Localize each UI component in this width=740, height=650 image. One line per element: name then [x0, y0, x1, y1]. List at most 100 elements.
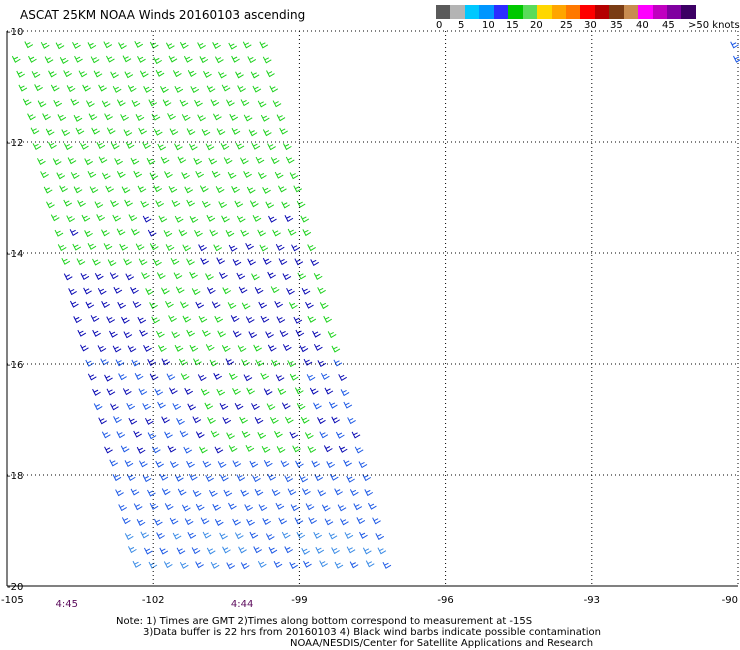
latitude-labels: -10 -12 -14 -16 -18 -20 [7, 27, 23, 593]
wind-barb [161, 287, 170, 295]
wind-barb [18, 84, 28, 92]
wind-barb [365, 560, 375, 568]
wind-barb [73, 114, 83, 122]
wind-barb [245, 316, 255, 324]
wind-barb [124, 71, 134, 79]
wind-barb [96, 142, 106, 149]
wind-barb [55, 42, 65, 50]
colorbar-swatch [623, 5, 639, 19]
wind-barb [238, 546, 247, 554]
wind-barb [106, 55, 115, 63]
wind-barb [299, 345, 309, 353]
wind-barb [317, 489, 327, 497]
wind-barb [156, 272, 166, 280]
wind-barb [42, 113, 51, 121]
wind-barb [228, 373, 238, 380]
wind-barb [76, 258, 86, 266]
wind-barb [147, 432, 157, 440]
wind-barb [45, 128, 55, 136]
wind-barb [213, 113, 222, 121]
wind-barb [115, 489, 124, 497]
wind-barb [323, 445, 333, 453]
wind-barb [281, 402, 291, 410]
latitude-label: -18 [7, 471, 23, 482]
wind-barb [188, 473, 198, 481]
wind-barb [127, 345, 137, 353]
wind-barb [109, 330, 118, 338]
wind-barb [137, 316, 147, 324]
wind-barb [112, 85, 122, 93]
wind-barb [167, 445, 177, 453]
wind-barb [309, 387, 319, 395]
wind-barb [186, 128, 196, 136]
wind-barb [83, 287, 92, 295]
wind-barb [172, 70, 182, 78]
wind-barb [167, 113, 176, 121]
wind-barb [67, 157, 77, 165]
wind-barb [313, 343, 323, 351]
longitude-label: -105 [1, 595, 24, 606]
note-line-1: Note: 1) Times are GMT 2)Times along bot… [116, 616, 533, 627]
wind-barb [135, 243, 145, 251]
wind-barb [61, 257, 71, 265]
time-label: 4:45 [55, 599, 78, 610]
colorbar-swatch [594, 5, 610, 19]
wind-barb [260, 315, 270, 323]
wind-barb [195, 431, 205, 439]
wind-barb [193, 358, 202, 366]
wind-barb [261, 445, 271, 453]
wind-barb [110, 200, 119, 208]
wind-barb [176, 418, 185, 425]
colorbar-swatch [479, 5, 494, 19]
wind-barb [151, 316, 160, 324]
wind-barb [313, 531, 323, 539]
wind-barb [232, 330, 242, 338]
wind-barb [258, 301, 268, 309]
wind-barb [190, 86, 200, 94]
colorbar-label: 5 [458, 20, 465, 31]
wind-barb [180, 373, 190, 381]
wind-barb [294, 387, 304, 395]
wind-barb [93, 70, 103, 78]
wind-barb [110, 403, 119, 411]
wind-barb [133, 503, 143, 511]
wind-barb [48, 70, 57, 78]
wind-barb [207, 417, 216, 424]
wind-barb [353, 503, 363, 511]
wind-barb [286, 287, 295, 295]
wind-barb [214, 315, 224, 323]
wind-barb [288, 302, 298, 310]
wind-barb [73, 186, 83, 194]
wind-barb [225, 230, 235, 237]
wind-barb [217, 461, 227, 469]
wind-barb [116, 228, 126, 236]
wind-barb [170, 257, 180, 265]
wind-barb [268, 546, 278, 554]
wind-barb [189, 271, 198, 279]
wind-barb [140, 531, 150, 539]
wind-barb [205, 474, 214, 482]
wind-barb [69, 229, 79, 237]
wind-barb [212, 503, 222, 511]
wind-barb [53, 99, 63, 107]
wind-barb [272, 100, 282, 108]
wind-barb [128, 417, 138, 425]
longitude-label: -99 [291, 595, 307, 606]
wind-barb [315, 546, 325, 554]
wind-barb [301, 287, 311, 295]
wind-barb [221, 215, 230, 223]
wind-barb [138, 388, 148, 396]
wind-barb [206, 214, 216, 222]
wind-barb [270, 416, 279, 424]
wind-barb [241, 359, 250, 367]
colorbar-swatch [537, 5, 552, 19]
colorbar-swatch [464, 5, 480, 19]
wind-barb [179, 41, 189, 49]
wind-barb [210, 99, 220, 107]
wind-barb [246, 387, 255, 395]
wind-barb [125, 141, 135, 149]
wind-barb [240, 99, 250, 107]
wind-barb [122, 388, 132, 396]
wind-barb [63, 143, 73, 151]
wind-barb [199, 185, 209, 193]
